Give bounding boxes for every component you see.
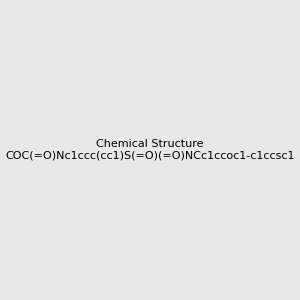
Text: Chemical Structure
COC(=O)Nc1ccc(cc1)S(=O)(=O)NCc1ccoc1-c1ccsc1: Chemical Structure COC(=O)Nc1ccc(cc1)S(=…	[5, 139, 295, 161]
